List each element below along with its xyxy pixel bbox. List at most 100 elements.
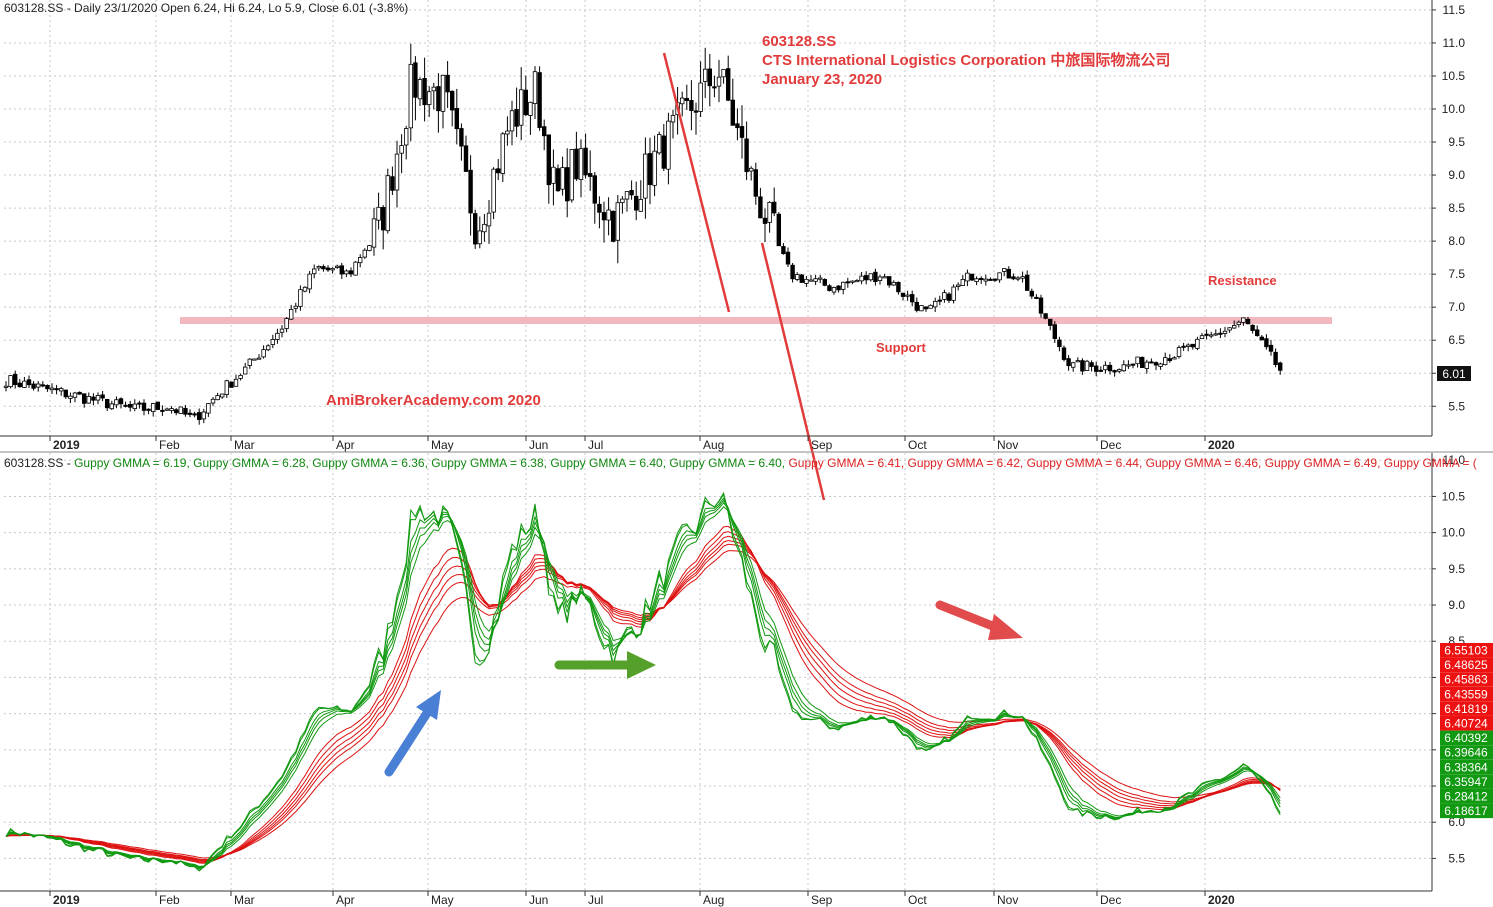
candle-body [150,403,156,412]
candle-body [772,201,777,214]
candle-body [178,406,183,414]
gmma-short-value-badge [1440,774,1493,789]
y-tick-label: 8.0 [1448,234,1465,248]
candle-body [638,199,643,212]
candle-body [256,357,262,360]
gmma-long-value: 6.43559 [1444,687,1488,701]
candle-body [905,294,910,297]
candle-body [491,168,496,213]
candle-body [776,213,781,247]
arrow-green-right [554,651,656,679]
candle-body [229,381,234,388]
gmma-long-value: 6.55103 [1444,644,1488,658]
candle-body [192,413,197,416]
y-tick-label: 10.5 [1442,69,1466,83]
candle-body [781,246,786,255]
candle-body [86,396,91,404]
gmma-short-value: 6.40392 [1444,731,1488,745]
candle-body [601,212,607,221]
candle-body [583,147,588,176]
candle-body [532,71,538,104]
gmma-long-value-badge [1440,672,1493,687]
candle-body [325,267,331,271]
candle-body [661,135,666,169]
candle-body [808,279,814,282]
candle-body [850,280,855,283]
candle-body [376,206,381,221]
candle-body [1190,343,1195,348]
candle-body [974,278,979,282]
candle-body [680,97,685,105]
y-tick-label: 7.0 [1448,300,1465,314]
candle-body [1218,332,1223,335]
candle-body [1103,364,1108,371]
y-tick-label: 9.0 [1448,598,1465,612]
x-tick-label: Jun [529,438,548,452]
candle-body [105,398,110,409]
candle-body [164,408,170,411]
x-tick-label: Nov [997,893,1018,907]
candle-body [956,284,961,287]
candle-body [1071,362,1076,368]
candle-body [877,276,883,281]
candle-body [923,306,929,310]
candle-body [624,191,630,200]
candle-body [693,110,699,113]
y-tick-label: 9.0 [1448,168,1465,182]
candle-body [712,86,717,89]
y-tick-label: 10.0 [1442,102,1466,116]
candle-body [477,230,482,245]
candle-body [942,292,947,300]
y-tick-label: 11.0 [1443,36,1466,50]
candle-body [749,167,754,172]
candle-body [1163,357,1168,366]
candle-body [261,349,266,358]
gmma-long-value-badge [1440,701,1493,716]
candle-body [666,120,671,170]
candle-body [1222,330,1228,334]
candle-body [542,126,547,137]
candle-body [647,153,653,186]
gmma-value-badges: 6.551036.486256.458636.435596.418196.407… [1440,643,1493,819]
candle-body [31,383,36,389]
candle-body [1167,358,1172,362]
candle-body [519,89,524,126]
candle-body [210,398,216,404]
candle-body [1144,361,1149,369]
candle-body [114,399,119,406]
candle-body [979,277,984,280]
candle-body [436,86,441,112]
y-tick-label: 10.5 [1442,489,1466,503]
candle-body [440,74,446,112]
candle-body [592,175,597,204]
arrow-red-down [935,600,1023,640]
y-tick-label: 9.5 [1448,562,1465,576]
candle-body [426,91,432,105]
annotation-resistance: Resistance [1208,273,1277,288]
gmma-header-text: 603128.SS - Guppy GMMA = 6.19, Guppy GMM… [4,456,1477,470]
candle-body [799,274,804,283]
candle-body [707,68,712,87]
annotation-date: January 23, 2020 [762,71,882,88]
candle-body [454,108,459,130]
header-info: 603128.SS - Daily 23/1/2020 Open 6.24, H… [4,1,408,15]
candle-body [1232,325,1237,329]
candle-body [275,332,280,340]
candle-body [643,153,648,199]
candle-body [992,278,998,281]
candle-body [569,149,574,201]
x-tick-label: Jul [588,438,603,452]
candle-body [1186,344,1191,347]
candle-body [201,411,206,420]
candle-body [17,382,22,388]
gmma-short-value: 6.39646 [1444,746,1488,760]
candle-body [1130,363,1136,366]
candle-body [795,274,800,280]
candle-body [445,74,450,93]
gmma-long-value: 6.48625 [1444,658,1488,672]
candle-body [468,169,473,214]
y-tick-label: 8.5 [1448,201,1465,215]
candle-body [362,249,367,258]
candle-body [744,138,749,173]
